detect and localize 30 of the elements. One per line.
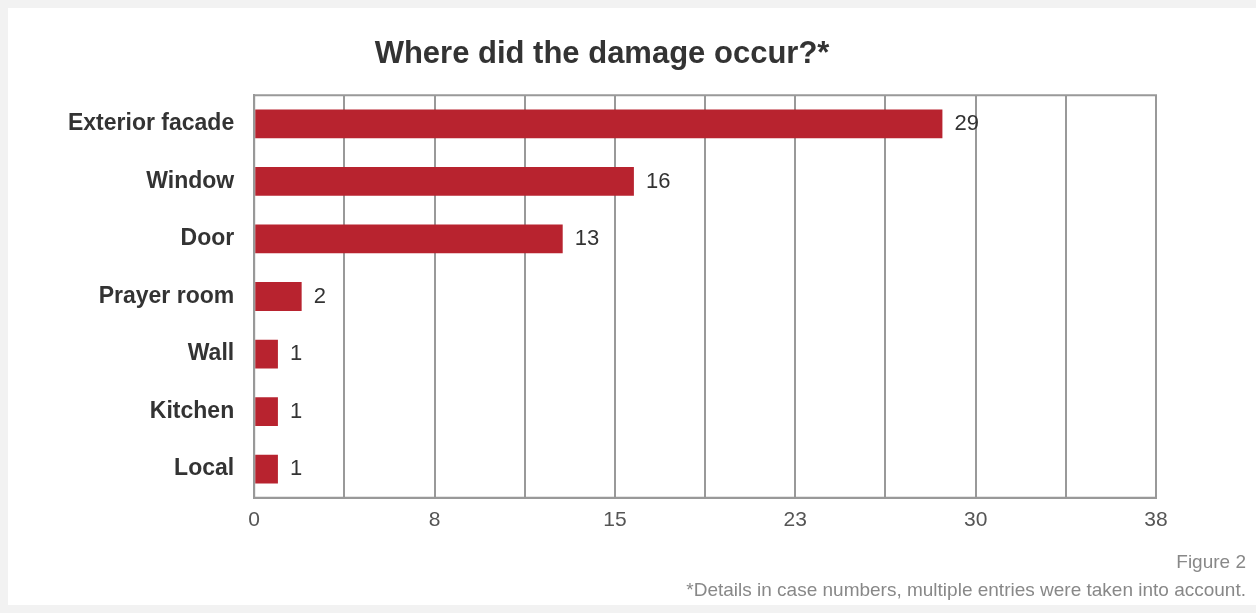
data-label: 2 <box>313 282 326 308</box>
x-tick-label: 0 <box>248 507 261 531</box>
caption: Figure 2 <box>1175 550 1246 574</box>
x-tick-label: 30 <box>963 507 988 531</box>
data-label: 1 <box>289 455 303 481</box>
x-tick-label: 15 <box>603 507 627 531</box>
y-tick-label: Local <box>174 454 235 481</box>
bar <box>255 282 302 311</box>
data-label: 29 <box>954 110 979 136</box>
y-tick-label: Kitchen <box>149 396 235 423</box>
y-tick-label: Wall <box>187 339 235 366</box>
bar <box>255 397 278 426</box>
data-label: 13 <box>574 225 600 251</box>
x-tick-label: 23 <box>783 507 807 531</box>
y-tick-label: Door <box>180 224 235 251</box>
y-tick-label: Window <box>146 166 235 193</box>
data-label: 16 <box>645 167 671 193</box>
data-label: 1 <box>289 340 303 366</box>
text: *Details in case numbers, multiple entries were taken into account. <box>686 578 1246 602</box>
x-tick-label: 8 <box>428 507 441 531</box>
bar <box>255 109 943 139</box>
bar <box>255 224 563 254</box>
x-tick-label: 38 <box>1144 507 1168 531</box>
data-label: 1 <box>289 397 303 423</box>
bar <box>255 339 278 369</box>
bar <box>255 167 634 196</box>
y-tick-label: Exterior facade <box>67 109 235 136</box>
y-tick-label: Prayer room <box>98 281 235 308</box>
chart-title: Where did the damage occur?* <box>374 35 831 71</box>
bar <box>255 454 278 484</box>
